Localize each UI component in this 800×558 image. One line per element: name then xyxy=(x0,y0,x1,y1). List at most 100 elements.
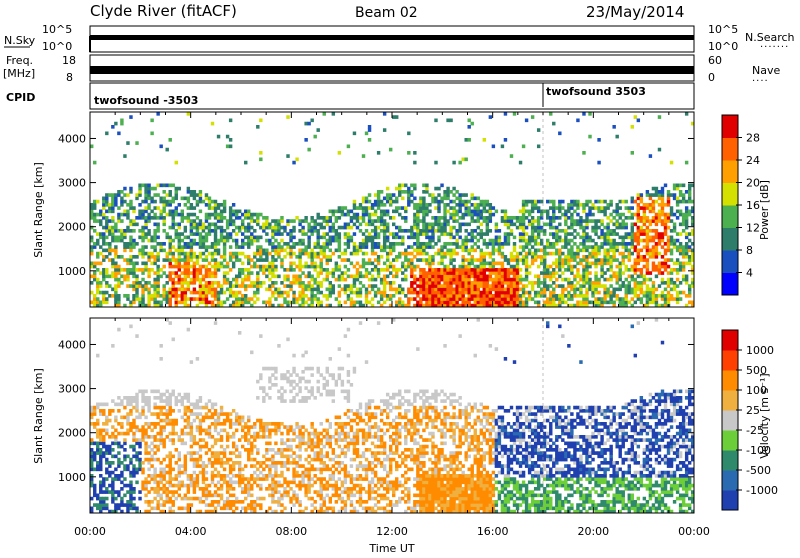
heatmap-cell xyxy=(368,258,371,262)
heatmap-cell xyxy=(172,503,175,507)
heatmap-cell xyxy=(301,229,304,233)
heatmap-cell xyxy=(679,242,682,246)
heatmap-cell xyxy=(486,200,489,204)
heatmap-cell xyxy=(480,291,483,295)
heatmap-cell xyxy=(631,223,634,227)
heatmap-cell xyxy=(504,239,507,243)
heatmap-cell xyxy=(389,148,392,152)
heatmap-cell xyxy=(522,255,525,259)
heatmap-cell xyxy=(507,262,510,266)
heatmap-cell xyxy=(178,255,181,259)
heatmap-cell xyxy=(310,119,313,123)
heatmap-cell xyxy=(277,288,280,292)
heatmap-cell xyxy=(588,265,591,269)
heatmap-cell xyxy=(262,226,265,230)
heatmap-cell xyxy=(600,265,603,269)
heatmap-cell xyxy=(96,262,99,266)
heatmap-cell xyxy=(202,294,205,298)
heatmap-cell xyxy=(277,252,280,256)
heatmap-cell xyxy=(628,210,631,214)
heatmap-cell xyxy=(111,497,114,501)
heatmap-cell xyxy=(486,288,489,292)
heatmap-cell xyxy=(184,226,187,230)
heatmap-cell xyxy=(166,200,169,204)
heatmap-cell xyxy=(93,468,96,472)
heatmap-cell xyxy=(199,429,202,433)
heatmap-cell xyxy=(495,249,498,253)
heatmap-cell xyxy=(612,229,615,233)
heatmap-cell xyxy=(250,265,253,269)
heatmap-cell xyxy=(141,390,144,394)
heatmap-cell xyxy=(166,236,169,240)
heatmap-cell xyxy=(446,242,449,246)
heatmap-cell xyxy=(205,239,208,243)
heatmap-cell xyxy=(368,271,371,275)
heatmap-cell xyxy=(150,455,153,459)
heatmap-cell xyxy=(199,197,202,201)
heatmap-cell xyxy=(114,477,117,481)
heatmap-cell xyxy=(90,477,93,481)
heatmap-cell xyxy=(670,268,673,272)
heatmap-cell xyxy=(570,297,573,301)
heatmap-cell xyxy=(455,252,458,256)
heatmap-cell xyxy=(135,288,138,292)
heatmap-cell xyxy=(114,288,117,292)
heatmap-cell xyxy=(310,262,313,266)
heatmap-cell xyxy=(241,239,244,243)
heatmap-cell xyxy=(594,265,597,269)
heatmap-cell xyxy=(392,210,395,214)
heatmap-cell xyxy=(211,301,214,305)
heatmap-cell xyxy=(652,288,655,292)
heatmap-cell xyxy=(335,268,338,272)
heatmap-cell xyxy=(401,190,404,194)
heatmap-cell xyxy=(440,301,443,305)
heatmap-cell xyxy=(117,490,120,494)
heatmap-cell xyxy=(489,216,492,220)
heatmap-cell xyxy=(516,294,519,298)
heatmap-cell xyxy=(144,390,147,394)
heatmap-cell xyxy=(304,122,307,126)
heatmap-cell xyxy=(597,284,600,288)
heatmap-cell xyxy=(682,245,685,249)
heatmap-cell xyxy=(132,284,135,288)
heatmap-cell xyxy=(111,216,114,220)
heatmap-cell xyxy=(655,190,658,194)
heatmap-cell xyxy=(510,281,513,285)
heatmap-cell xyxy=(169,242,172,246)
heatmap-cell xyxy=(688,200,691,204)
heatmap-cell xyxy=(111,197,114,201)
heatmap-cell xyxy=(670,258,673,262)
heatmap-cell xyxy=(326,223,329,227)
heatmap-cell xyxy=(362,258,365,262)
heatmap-cell xyxy=(519,288,522,292)
heatmap-cell xyxy=(371,219,374,223)
heatmap-cell xyxy=(187,419,190,423)
heatmap-cell xyxy=(338,291,341,295)
heatmap-cell xyxy=(126,297,129,301)
heatmap-cell xyxy=(147,297,150,301)
heatmap-cell xyxy=(208,197,211,201)
heatmap-cell xyxy=(147,291,150,295)
heatmap-cell xyxy=(123,294,126,298)
heatmap-cell xyxy=(111,239,114,243)
heatmap-cell xyxy=(383,291,386,295)
heatmap-cell xyxy=(232,252,235,256)
heatmap-cell xyxy=(178,281,181,285)
heatmap-cell xyxy=(492,268,495,272)
heatmap-cell xyxy=(486,291,489,295)
heatmap-cell xyxy=(658,268,661,272)
heatmap-cell xyxy=(419,203,422,207)
heatmap-cell xyxy=(196,258,199,262)
heatmap-cell xyxy=(564,213,567,217)
heatmap-cell xyxy=(162,490,165,494)
heatmap-cell xyxy=(631,236,634,240)
heatmap-cell xyxy=(132,438,135,442)
heatmap-cell xyxy=(434,271,437,275)
heatmap-cell xyxy=(329,216,332,220)
heatmap-cell xyxy=(374,193,377,197)
heatmap-cell xyxy=(99,252,102,256)
heatmap-cell xyxy=(326,239,329,243)
heatmap-cell xyxy=(658,265,661,269)
heatmap-cell xyxy=(374,236,377,240)
heatmap-cell xyxy=(141,268,144,272)
